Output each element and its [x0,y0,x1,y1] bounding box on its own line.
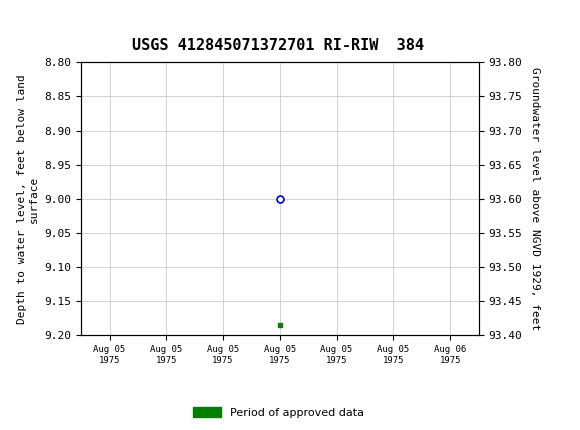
Text: ≈USGS: ≈USGS [9,15,79,33]
Legend: Period of approved data: Period of approved data [188,403,368,422]
Text: USGS 412845071372701 RI-RIW  384: USGS 412845071372701 RI-RIW 384 [132,38,425,53]
Y-axis label: Groundwater level above NGVD 1929, feet: Groundwater level above NGVD 1929, feet [530,67,541,331]
Y-axis label: Depth to water level, feet below land
surface: Depth to water level, feet below land su… [17,74,39,324]
